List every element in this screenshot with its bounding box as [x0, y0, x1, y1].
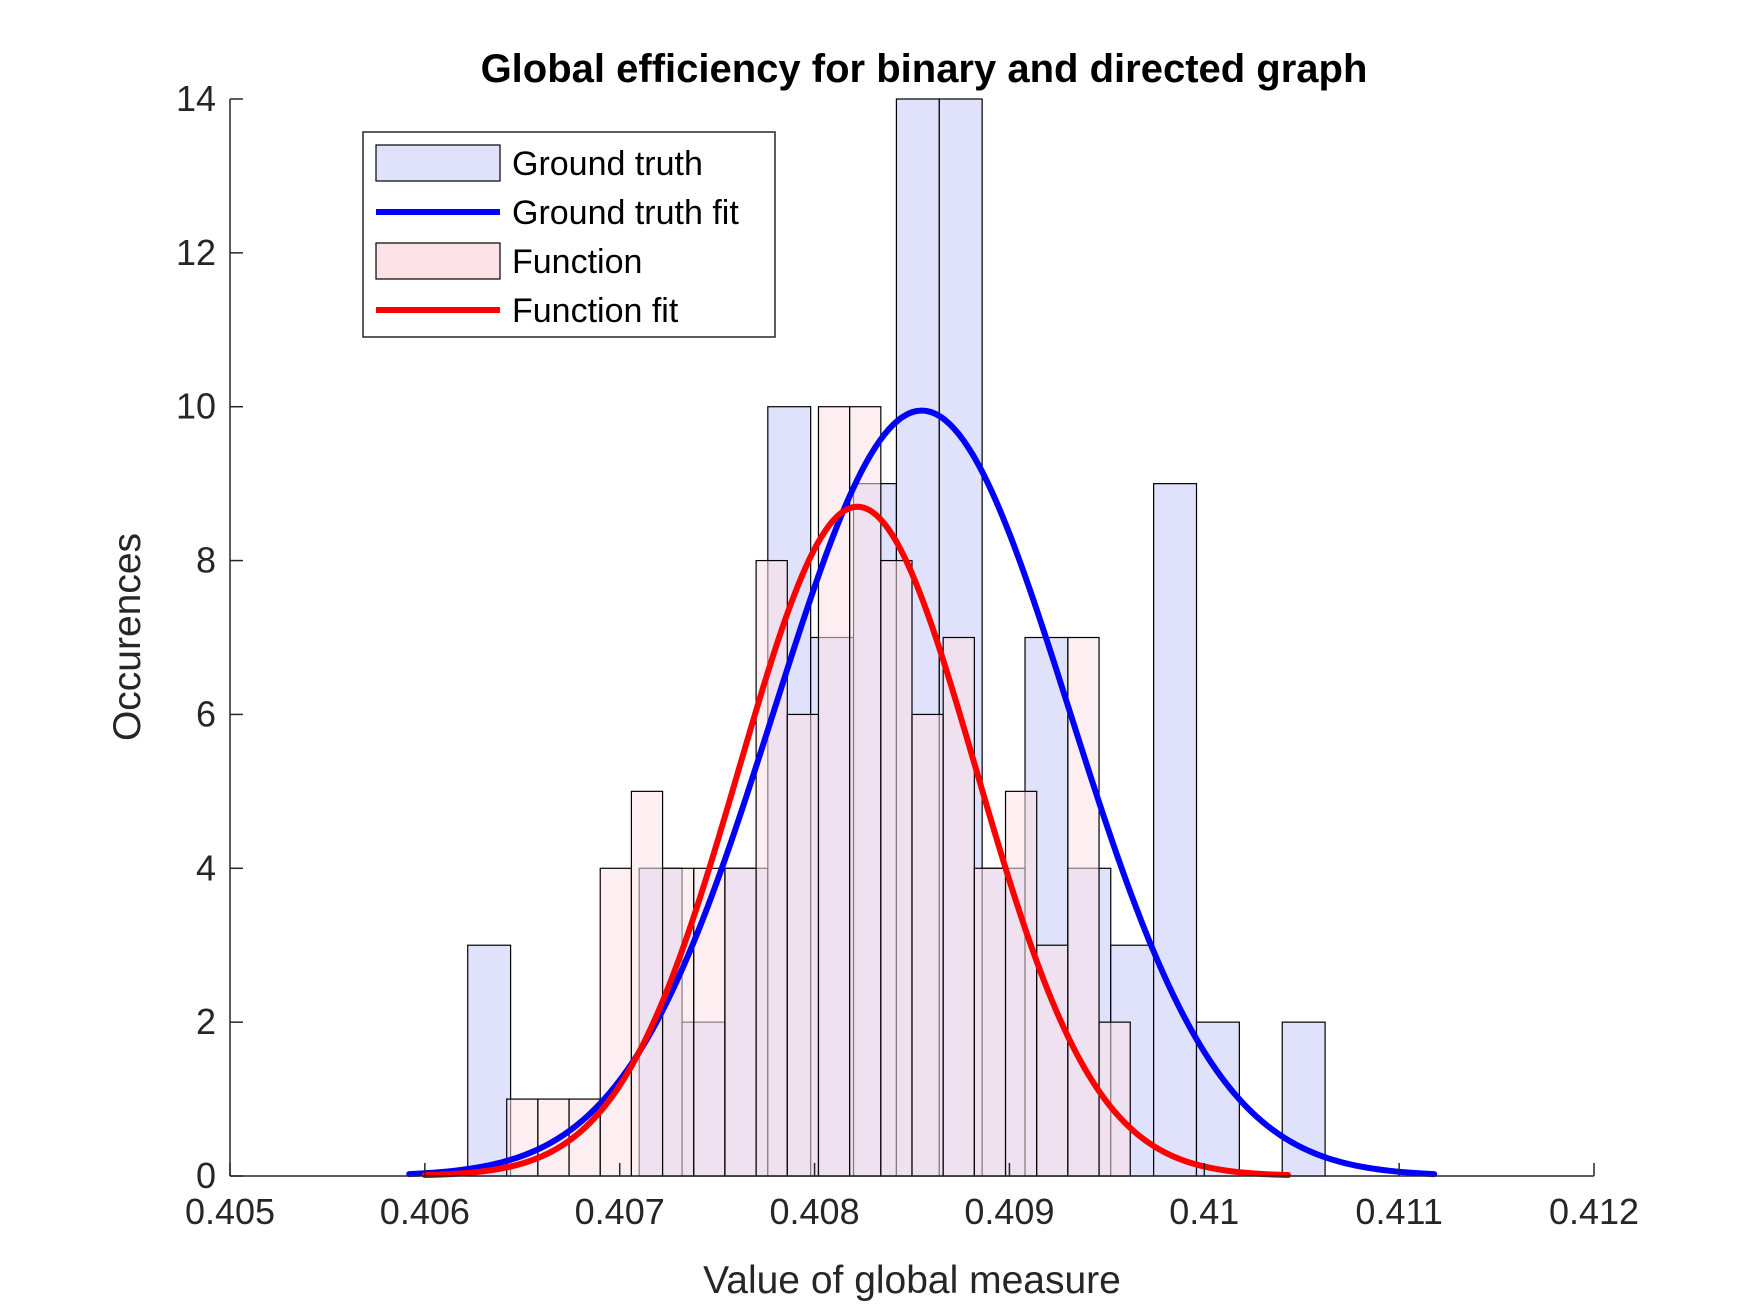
fit-curves	[406, 407, 1438, 1179]
x-tick-label: 0.408	[770, 1191, 860, 1232]
x-tick-label: 0.409	[964, 1191, 1054, 1232]
x-tick-label: 0.407	[575, 1191, 665, 1232]
function-bar	[911, 713, 944, 1177]
x-tick-label: 0.41	[1169, 1191, 1239, 1232]
y-ticks: 0 2 4 6 8 10 12 14	[176, 78, 243, 1196]
ground-truth-fit-line	[406, 407, 1438, 1178]
y-tick-label: 14	[176, 78, 216, 119]
function-bar	[1004, 790, 1038, 1177]
legend-swatch-ground-truth	[375, 144, 501, 182]
function-fit-line	[421, 503, 1292, 1179]
y-axis-label: Occurences	[106, 533, 149, 741]
function-bar	[693, 867, 726, 1177]
chart-title: Global efficiency for binary and directe…	[481, 47, 1368, 91]
function-bar	[942, 636, 975, 1177]
y-tick-label: 8	[196, 540, 216, 581]
function-bar	[786, 713, 820, 1177]
ground-truth-bar	[1153, 483, 1198, 1177]
function-bar	[630, 790, 664, 1177]
y-tick-label: 10	[176, 386, 216, 427]
function-bar	[849, 406, 882, 1177]
x-tick-label: 0.406	[380, 1191, 470, 1232]
x-tick-label: 0.411	[1355, 1191, 1442, 1232]
ground-truth-bar	[467, 944, 512, 1177]
x-tick-label: 0.412	[1549, 1191, 1639, 1232]
x-axis-label: Value of global measure	[703, 1259, 1121, 1302]
legend: Ground truth Ground truth fit Function Func…	[362, 131, 776, 338]
function-bar	[599, 867, 633, 1177]
histogram-bars	[467, 98, 1326, 1177]
y-tick-label: 2	[196, 1001, 216, 1042]
legend-label-ground-truth-fit: Ground truth fit	[512, 194, 739, 232]
x-tick-label: 0.405	[185, 1191, 275, 1232]
function-bar	[724, 867, 757, 1177]
function-bar	[880, 559, 913, 1177]
legend-swatch-function	[375, 242, 501, 280]
y-tick-label: 4	[196, 847, 216, 888]
y-tick-label: 12	[176, 232, 216, 273]
legend-label-function: Function	[512, 243, 642, 281]
x-ticks: 0.405 0.406 0.407 0.408 0.409 0.41 0.411 0.412	[185, 1163, 1639, 1232]
y-tick-label: 6	[196, 693, 216, 734]
axes	[229, 99, 1594, 1177]
legend-label-function-fit: Function fit	[512, 292, 679, 330]
function-bar	[661, 867, 695, 1177]
legend-label-ground-truth: Ground truth	[512, 145, 703, 183]
function-bar	[973, 867, 1007, 1177]
y-tick-label: 0	[196, 1155, 216, 1196]
